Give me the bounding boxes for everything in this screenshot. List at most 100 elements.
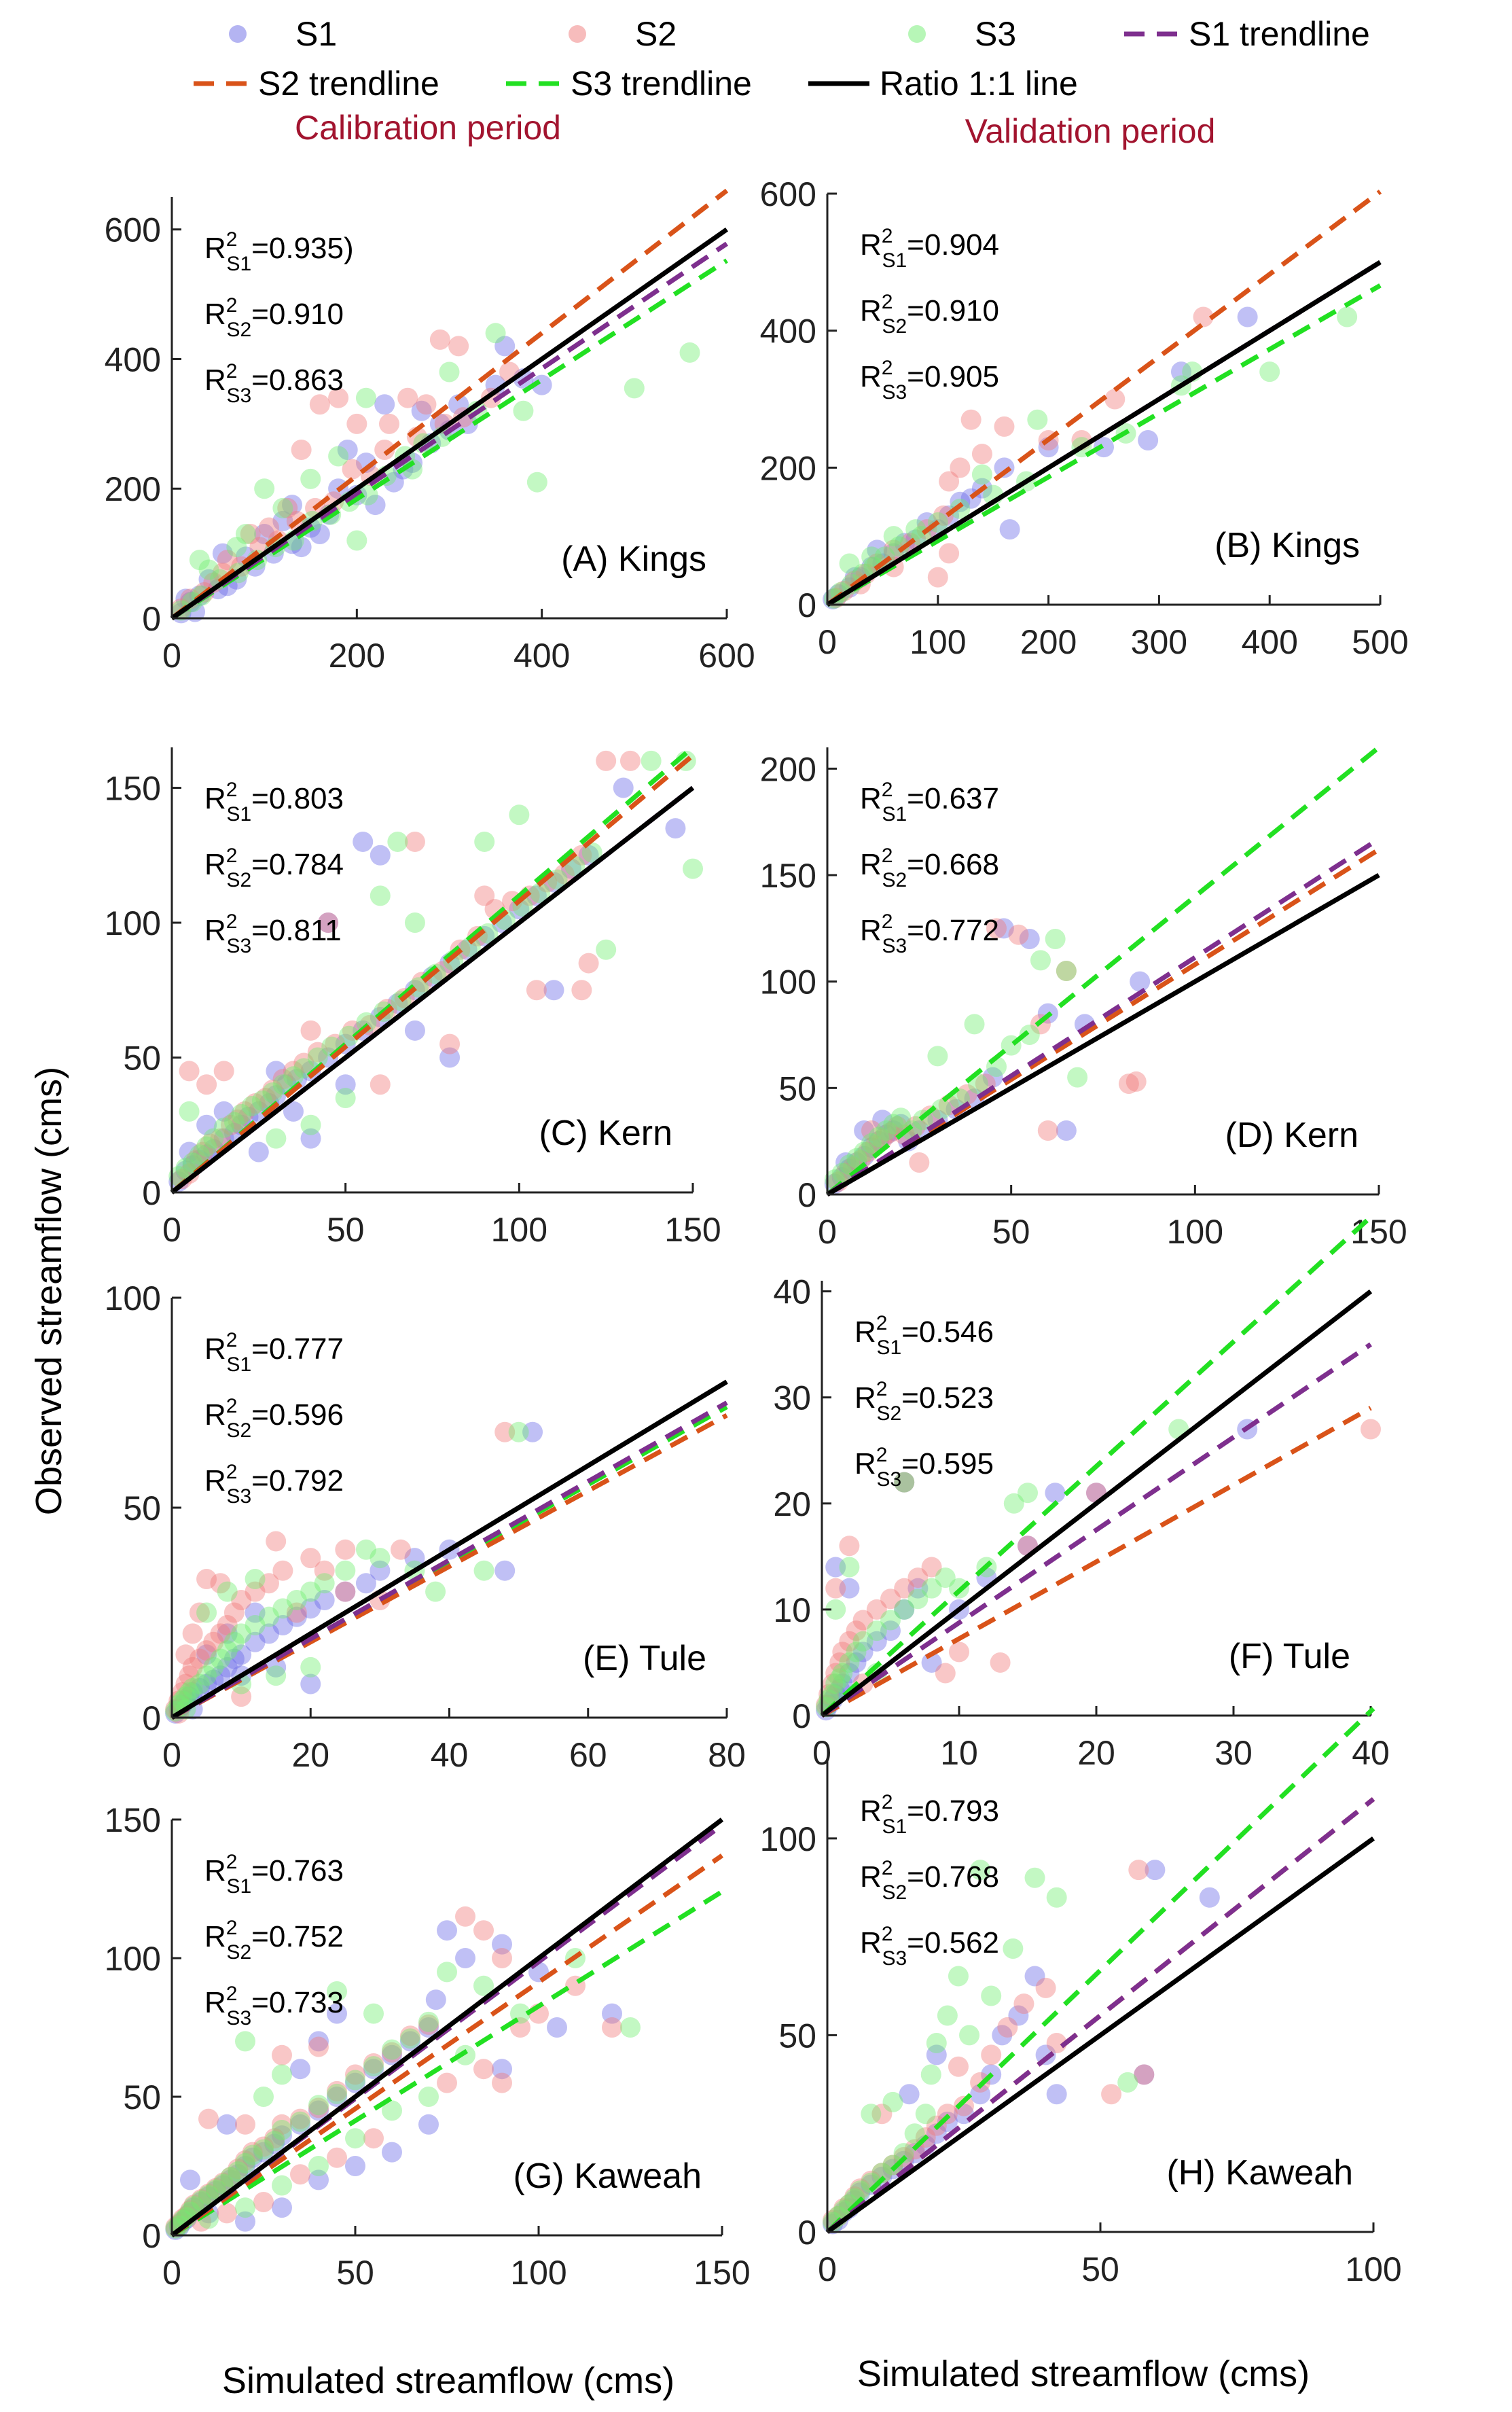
point-s1: [314, 1589, 335, 1610]
point-s1: [872, 1110, 893, 1131]
point-s2: [220, 1114, 241, 1135]
point-s2: [473, 1920, 494, 1941]
point-s2: [933, 505, 954, 526]
x-tick-label: 200: [329, 637, 385, 675]
point-s3: [478, 923, 499, 944]
point-s1: [231, 1644, 252, 1665]
point-s3: [165, 2218, 186, 2239]
point-s3: [880, 1610, 901, 1631]
point-s3: [387, 831, 408, 852]
point-s3: [400, 2028, 420, 2049]
point-s1: [309, 524, 330, 544]
point-s3: [905, 519, 926, 540]
ratio-1-1-line: [170, 1379, 728, 1720]
point-s1: [337, 440, 358, 460]
point-s1: [992, 2025, 1013, 2046]
point-s3: [894, 1472, 915, 1493]
point-s1: [1170, 361, 1191, 383]
ratio-1-1-line: [170, 1817, 724, 2237]
point-s2: [455, 1906, 475, 1927]
point-s3: [175, 1686, 196, 1707]
r2-annotation-s2: R2 S2=0.752: [204, 1917, 344, 1964]
panel-label: (G) Kaweah: [514, 2157, 702, 2196]
point-s1: [970, 2084, 991, 2105]
y-tick-label: 150: [105, 1801, 161, 1839]
trendline-s2: [825, 190, 1382, 607]
x-tick-label: 20: [1077, 1734, 1115, 1772]
point-s1: [926, 2044, 947, 2065]
point-s3: [641, 750, 662, 771]
y-tick-label: 50: [778, 2017, 816, 2055]
point-s3: [1024, 1867, 1045, 1888]
trendline-s2: [170, 188, 729, 620]
point-s2: [217, 550, 238, 571]
point-s3: [345, 2128, 365, 2149]
point-s3: [254, 478, 275, 499]
point-s3: [418, 2087, 439, 2107]
point-s3: [258, 1606, 279, 1627]
y-tick-label: 0: [142, 2217, 161, 2255]
point-s2: [175, 1673, 196, 1695]
point-s1: [196, 1644, 217, 1665]
point-s3: [328, 446, 349, 467]
point-s1: [602, 2003, 622, 2024]
legend-entry-s3-trend: S3 trendline: [506, 65, 752, 103]
r2-annotation-s2: R2 S2=0.910: [860, 291, 999, 338]
point-s3: [876, 1120, 897, 1141]
y-tick-label: 100: [105, 904, 161, 942]
point-s2: [437, 2072, 457, 2093]
point-s1: [543, 980, 564, 1001]
x-tick-label: 0: [818, 623, 837, 661]
point-s3: [363, 2003, 384, 2024]
validation-period-label: Validation period: [965, 112, 1216, 150]
point-s1: [492, 1934, 512, 1955]
point-s1: [494, 1560, 516, 1581]
x-tick-label: 50: [327, 1211, 365, 1249]
point-s1: [854, 1120, 875, 1141]
point-s1: [411, 400, 432, 421]
point-s3: [363, 2056, 384, 2077]
point-s2: [960, 409, 982, 430]
point-s3: [382, 2039, 402, 2060]
point-s3: [1046, 1887, 1067, 1908]
point-s1: [272, 510, 293, 531]
point-s1: [578, 845, 599, 866]
trendline-s3: [170, 745, 695, 1194]
point-s1: [861, 2174, 882, 2195]
r2-annotation-s1: R2 S1=0.637: [860, 779, 999, 826]
r2-annotation-s3: R2 S3=0.733: [204, 1983, 344, 2029]
point-s3: [883, 1114, 904, 1135]
point-s2: [839, 1536, 860, 1557]
point-s3: [241, 1095, 262, 1116]
point-s1: [522, 1421, 543, 1442]
point-s2: [255, 1088, 276, 1109]
point-s2: [880, 1122, 901, 1143]
point-s2: [203, 1631, 224, 1652]
point-s2: [823, 1673, 844, 1695]
point-s3: [1337, 306, 1358, 327]
point-s2: [196, 1640, 217, 1661]
point-s2: [907, 1567, 929, 1589]
series-s3: [823, 1860, 1138, 2233]
point-s2: [228, 1109, 249, 1130]
point-s3: [425, 1581, 446, 1602]
point-s2: [1046, 2033, 1067, 2053]
series-s2: [172, 750, 641, 1190]
point-s3: [235, 2031, 255, 2052]
point-s2: [448, 336, 469, 357]
point-s3: [272, 2119, 292, 2140]
r2-annotation-s1: R2 S1=0.904: [860, 225, 999, 272]
point-s1: [999, 519, 1020, 540]
point-s2: [971, 444, 992, 465]
point-s1: [355, 1573, 376, 1594]
point-s2: [200, 1133, 221, 1154]
point-s2: [327, 2080, 347, 2101]
point-s2: [571, 845, 592, 866]
point-s2: [382, 2042, 402, 2063]
panel-label: (A) Kings: [561, 539, 706, 579]
point-s3: [1018, 1483, 1038, 1504]
point-s1: [852, 1642, 874, 1663]
point-s1: [283, 1101, 304, 1122]
point-s1: [1045, 1483, 1066, 1504]
point-s3: [474, 831, 495, 852]
